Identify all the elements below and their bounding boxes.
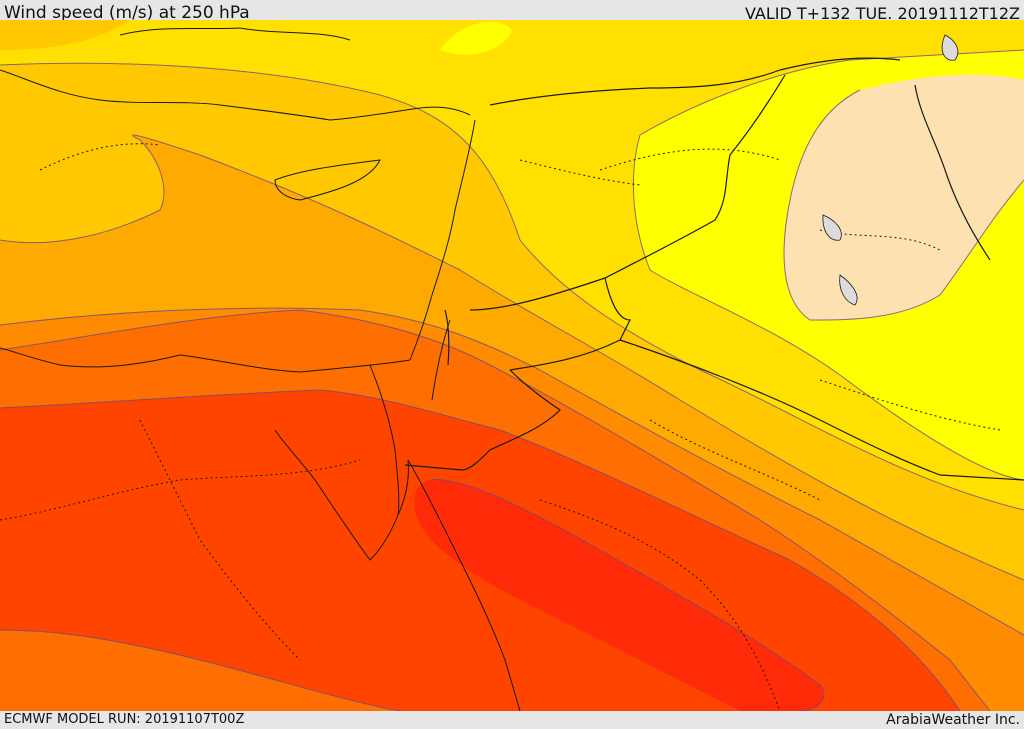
valid-time: VALID T+132 TUE. 20191112T12Z: [744, 4, 1020, 23]
band-very-light-north: [440, 21, 512, 55]
model-run: ECMWF MODEL RUN: 20191107T00Z: [4, 712, 245, 727]
lakes: [822, 34, 959, 306]
band-jet-core: [414, 479, 824, 711]
band-lowest: [784, 74, 1024, 320]
footer-bar: [0, 711, 1024, 729]
header-bar: [0, 0, 1024, 20]
borders: [404, 57, 1024, 481]
coastlines: [0, 27, 521, 711]
admin-boundaries: [0, 143, 1001, 711]
map-title: Wind speed (m/s) at 250 hPa: [4, 3, 250, 23]
credit-label: ArabiaWeather Inc.: [886, 712, 1020, 728]
wind-speed-map: [0, 20, 1024, 711]
isotach-lines: [0, 49, 1024, 711]
